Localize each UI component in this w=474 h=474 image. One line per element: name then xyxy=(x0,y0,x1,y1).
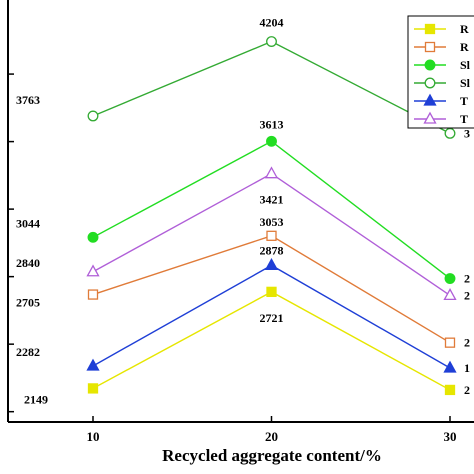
x-axis-title: Recycled aggregate content/% xyxy=(162,446,382,465)
marker-triangle xyxy=(86,264,100,277)
x-tick-label: 20 xyxy=(265,429,278,444)
data-label: 1 xyxy=(464,361,470,375)
x-tick-label: 30 xyxy=(444,429,457,444)
data-label: 2 xyxy=(464,272,470,286)
series-line xyxy=(92,140,451,280)
marker-square xyxy=(424,23,436,35)
marker-circle xyxy=(266,36,277,47)
data-label: 3763 xyxy=(16,93,40,107)
marker-square xyxy=(266,230,277,241)
data-label: 2721 xyxy=(260,311,284,325)
series-line xyxy=(92,291,451,391)
data-label: 2 xyxy=(464,383,470,397)
marker-triangle xyxy=(423,111,437,124)
marker-circle xyxy=(424,77,436,89)
marker-triangle xyxy=(443,288,457,301)
marker-triangle xyxy=(443,360,457,373)
data-label: 3 xyxy=(464,126,470,140)
data-label: 2840 xyxy=(16,256,40,270)
marker-circle xyxy=(266,135,277,147)
legend-item: T xyxy=(414,111,468,126)
legend-item: Sl xyxy=(414,58,471,72)
data-label: 2 xyxy=(464,336,470,350)
series-3 xyxy=(87,135,456,284)
series-6 xyxy=(86,166,457,301)
data-label: 3613 xyxy=(260,117,284,131)
legend: RR Sl Sl TT xyxy=(407,15,474,129)
series-4 xyxy=(87,36,456,139)
legend-label: Sl xyxy=(460,58,471,72)
data-label: 2878 xyxy=(260,243,284,257)
series-2 xyxy=(87,230,456,348)
data-label: 2149 xyxy=(24,392,48,406)
marker-square xyxy=(87,383,99,394)
x-tick-label: 10 xyxy=(87,429,100,444)
data-label: 3421 xyxy=(260,193,284,207)
data-label: 2705 xyxy=(16,296,40,310)
legend-label: Sl xyxy=(460,76,471,90)
axes: 10 20 30 xyxy=(7,0,474,444)
marker-triangle xyxy=(423,93,437,106)
legend-item: Sl xyxy=(414,76,471,90)
marker-square xyxy=(444,384,456,396)
marker-square xyxy=(266,286,277,298)
data-label: 2282 xyxy=(16,345,40,359)
marker-circle xyxy=(444,127,456,139)
series-layer xyxy=(86,36,457,396)
legend-label: R xyxy=(460,22,469,36)
series-1 xyxy=(87,286,456,396)
data-labels: 2149 2721 2 2705 3053 2 3044 3613 2 3763 4204 3 2282… xyxy=(16,16,470,407)
marker-triangle xyxy=(264,258,279,271)
marker-square xyxy=(444,337,456,348)
legend-label: R xyxy=(460,40,469,54)
marker-triangle xyxy=(264,166,279,179)
marker-triangle xyxy=(86,358,100,371)
marker-circle xyxy=(424,59,436,71)
legend-label: T xyxy=(460,94,468,108)
data-label: 2 xyxy=(464,288,470,302)
data-label: 3053 xyxy=(260,215,284,229)
legend-item: R xyxy=(414,40,469,54)
legend-box xyxy=(407,15,474,129)
data-label: 3044 xyxy=(16,216,40,230)
series-5 xyxy=(86,258,457,373)
legend-item: R xyxy=(414,22,469,36)
marker-square xyxy=(87,289,99,300)
marker-circle xyxy=(444,273,456,284)
legend-label: T xyxy=(460,112,468,126)
data-label: 4204 xyxy=(260,16,284,30)
marker-circle xyxy=(87,231,99,243)
marker-square xyxy=(424,41,436,53)
marker-circle xyxy=(87,110,99,122)
legend-item: T xyxy=(414,93,468,108)
